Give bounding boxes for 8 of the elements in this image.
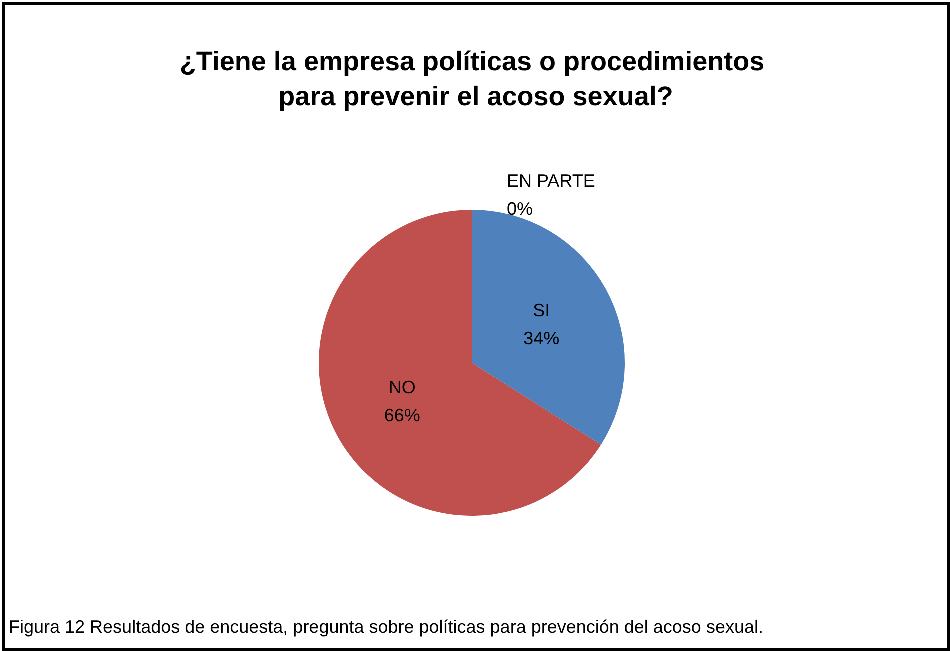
chart-title: ¿Tiene la empresa políticas o procedimientos para prevenir el acoso sexual? xyxy=(180,46,772,112)
category-label: EN PARTE xyxy=(507,171,596,191)
slice-label: NO xyxy=(388,377,416,398)
slice-label: SI xyxy=(533,300,550,321)
text: 0% xyxy=(507,199,534,219)
data-label: 34% xyxy=(524,328,560,349)
text: Figura 12 Resultados de encuesta, pregunta sobre políticas para prevención del acoso sexual. xyxy=(9,617,764,638)
data-label: 66% xyxy=(384,405,420,426)
